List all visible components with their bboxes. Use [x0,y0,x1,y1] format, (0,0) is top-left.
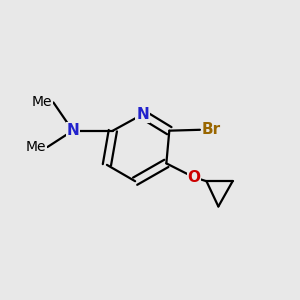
Text: O: O [188,170,200,185]
Text: N: N [66,123,79,138]
Text: Me: Me [32,95,52,110]
Text: N: N [136,107,149,122]
Text: Br: Br [201,122,220,137]
Text: Me: Me [26,140,46,154]
